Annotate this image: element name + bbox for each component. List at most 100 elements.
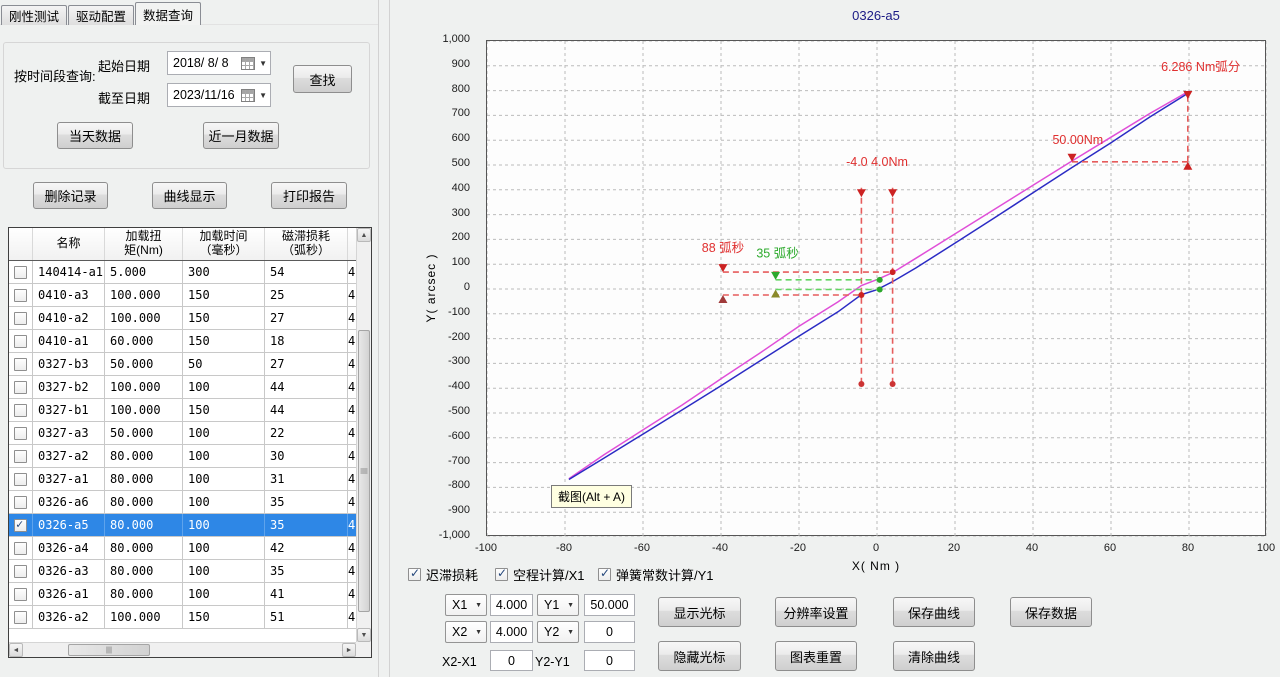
header-hysteresis-loss[interactable]: 磁滞损耗 （弧秒） <box>265 228 348 260</box>
x1-value-field[interactable]: 4.000 <box>490 594 533 616</box>
scroll-left-icon[interactable]: ◄ <box>9 643 23 657</box>
table-row[interactable]: 0326-a4 80.000 100 42 4 <box>9 537 356 560</box>
show-cursor-button[interactable]: 显示光标 <box>658 597 741 627</box>
panel-splitter[interactable] <box>378 0 379 677</box>
checkbox-hysteresis-loss[interactable]: 迟滞损耗 <box>408 565 478 584</box>
y2-y1-value-field[interactable]: 0 <box>584 650 635 671</box>
scroll-down-icon[interactable]: ▼ <box>357 628 371 642</box>
table-row[interactable]: 140414-a1 5.000 300 54 4 <box>9 261 356 284</box>
horizontal-scroll-thumb[interactable] <box>68 644 150 656</box>
table-row[interactable]: 0327-a2 80.000 100 30 4 <box>9 445 356 468</box>
cell-torque: 100.000 <box>105 606 183 628</box>
table-row[interactable]: 0326-a1 80.000 100 41 4 <box>9 583 356 606</box>
scroll-up-icon[interactable]: ▲ <box>357 228 371 242</box>
print-report-button[interactable]: 打印报告 <box>271 182 347 209</box>
chevron-down-icon[interactable]: ▼ <box>259 90 267 100</box>
row-checkbox[interactable] <box>9 330 33 352</box>
table-row[interactable]: 0326-a6 80.000 100 35 4 <box>9 491 356 514</box>
calendar-icon[interactable] <box>241 56 256 70</box>
x2-value-field[interactable]: 4.000 <box>490 621 533 643</box>
table-row[interactable]: 0326-a2 100.000 150 51 4 <box>9 606 356 629</box>
header-name[interactable]: 名称 <box>33 228 105 260</box>
x1-combo[interactable]: X1 ▼ <box>445 594 487 616</box>
plot-area[interactable]: -4.0 4.0Nm 88 弧秒 35 弧秒 50.00Nm 6.286 Nm弧分 截图… <box>486 40 1267 537</box>
x-axis-title: X( Nm ) <box>851 559 901 573</box>
search-button[interactable]: 查找 <box>293 65 352 93</box>
tab-drive-config[interactable]: 驱动配置 <box>68 5 135 25</box>
table-row[interactable]: 0326-a3 80.000 100 35 4 <box>9 560 356 583</box>
y-tick-label: 1,000 <box>442 33 470 45</box>
table-row[interactable]: 0327-b1 100.000 150 44 4 <box>9 399 356 422</box>
header-load-time[interactable]: 加载时间 （毫秒） <box>183 228 265 260</box>
cell-torque: 80.000 <box>105 560 183 582</box>
screenshot-tooltip: 截图(Alt + A) <box>551 485 633 508</box>
table-row[interactable]: 0410-a2 100.000 150 27 4 <box>9 307 356 330</box>
y2-combo[interactable]: Y2 ▼ <box>537 621 579 643</box>
cell-name: 0410-a1 <box>33 330 105 352</box>
x-tick-label: 80 <box>1181 542 1195 554</box>
row-checkbox[interactable] <box>9 422 33 444</box>
curve-display-button[interactable]: 曲线显示 <box>152 182 227 209</box>
x2-x1-value-field[interactable]: 0 <box>490 650 533 671</box>
row-checkbox[interactable] <box>9 376 33 398</box>
checkbox-icon <box>14 357 27 371</box>
row-checkbox[interactable] <box>9 468 33 490</box>
x2-combo[interactable]: X2 ▼ <box>445 621 487 643</box>
row-checkbox[interactable] <box>9 537 33 559</box>
y1-combo[interactable]: Y1 ▼ <box>537 594 579 616</box>
row-checkbox[interactable] <box>9 514 33 536</box>
cell-loss: 25 <box>265 284 348 306</box>
header-checkbox-col <box>9 228 33 260</box>
checkbox-backlash-calc[interactable]: 空程计算/X1 <box>495 565 585 584</box>
table-row[interactable]: 0327-a3 50.000 100 22 4 <box>9 422 356 445</box>
row-checkbox[interactable] <box>9 261 33 283</box>
row-checkbox[interactable] <box>9 284 33 306</box>
row-checkbox[interactable] <box>9 307 33 329</box>
chart-reset-button[interactable]: 图表重置 <box>775 641 857 671</box>
calendar-icon[interactable] <box>241 88 256 102</box>
vertical-scroll-thumb[interactable] <box>358 330 370 612</box>
checkbox-spring-constant-calc[interactable]: 弹簧常数计算/Y1 <box>598 565 714 584</box>
tab-data-query[interactable]: 数据查询 <box>135 2 202 25</box>
y1-value-field[interactable]: 50.000 <box>584 594 635 616</box>
delete-record-button[interactable]: 删除记录 <box>33 182 108 209</box>
row-checkbox[interactable] <box>9 445 33 467</box>
last-month-data-button[interactable]: 近一月数据 <box>203 122 279 149</box>
table-horizontal-scrollbar[interactable]: ◄ ► <box>9 642 356 657</box>
row-checkbox[interactable] <box>9 399 33 421</box>
cell-loss: 22 <box>265 422 348 444</box>
table-row[interactable]: 0327-b2 100.000 100 44 4 <box>9 376 356 399</box>
row-checkbox[interactable] <box>9 583 33 605</box>
row-checkbox[interactable] <box>9 491 33 513</box>
tab-rigidity-test[interactable]: 刚性测试 <box>1 5 68 25</box>
cell-loss: 31 <box>265 468 348 490</box>
end-date-picker[interactable]: 2023/11/16 ▼ <box>167 83 271 107</box>
results-table: 名称 加载扭 矩(Nm) 加载时间 （毫秒） 磁滞损耗 （弧秒） 140414-… <box>8 227 372 658</box>
chevron-down-icon[interactable]: ▼ <box>259 58 267 68</box>
table-row[interactable]: 0410-a1 60.000 150 18 4 <box>9 330 356 353</box>
cell-loss: 44 <box>265 399 348 421</box>
save-data-button[interactable]: 保存数据 <box>1010 597 1092 627</box>
resolution-settings-button[interactable]: 分辨率设置 <box>775 597 857 627</box>
x2-x1-label: X2-X1 <box>442 655 477 669</box>
row-checkbox[interactable] <box>9 560 33 582</box>
y2-value-field[interactable]: 0 <box>584 621 635 643</box>
x-tick-label: 100 <box>1256 542 1276 554</box>
cell-name: 0326-a4 <box>33 537 105 559</box>
table-vertical-scrollbar[interactable]: ▲ ▼ <box>356 228 371 642</box>
save-curve-button[interactable]: 保存曲线 <box>893 597 975 627</box>
hide-cursor-button[interactable]: 隐藏光标 <box>658 641 741 671</box>
row-checkbox[interactable] <box>9 606 33 628</box>
header-torque[interactable]: 加载扭 矩(Nm) <box>105 228 183 260</box>
cell-name: 0327-b1 <box>33 399 105 421</box>
start-date-picker[interactable]: 2018/ 8/ 8 ▼ <box>167 51 271 75</box>
today-data-button[interactable]: 当天数据 <box>57 122 133 149</box>
clear-curve-button[interactable]: 清除曲线 <box>893 641 975 671</box>
scroll-right-icon[interactable]: ► <box>342 643 356 657</box>
table-row[interactable]: 0327-a1 80.000 100 31 4 <box>9 468 356 491</box>
row-checkbox[interactable] <box>9 353 33 375</box>
table-row[interactable]: 0327-b3 50.000 50 27 4 <box>9 353 356 376</box>
date-range-caption: 按时间段查询: <box>14 69 96 84</box>
table-row[interactable]: 0410-a3 100.000 150 25 4 <box>9 284 356 307</box>
